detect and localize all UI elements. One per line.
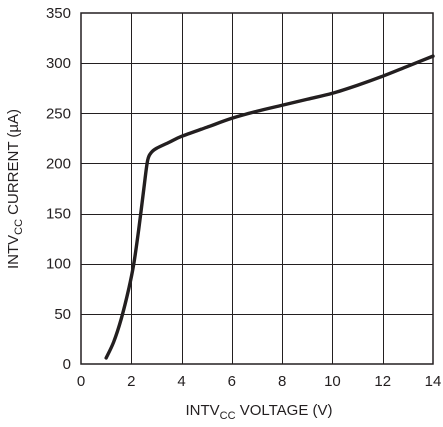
y-tick-label: 50	[54, 306, 71, 323]
x-tick-label: 8	[278, 373, 286, 390]
y-axis-title-subscript: CC	[13, 219, 25, 235]
y-tick-label: 100	[46, 256, 71, 273]
x-tick-labels: 0 2 4 6 8 10 12 14	[77, 373, 442, 390]
y-tick-label: 200	[46, 155, 71, 172]
curve-layer	[104, 54, 435, 360]
x-tick-label: 6	[228, 373, 236, 390]
x-tick-label: 2	[127, 373, 135, 390]
y-tick-label: 350	[46, 5, 71, 22]
y-axis-title-prefix: INTV	[5, 235, 22, 269]
x-axis-title: INTVCC VOLTAGE (V)	[185, 402, 332, 422]
y-tick-label: 150	[46, 206, 71, 223]
x-tick-label: 4	[177, 373, 185, 390]
y-axis-title: INTVCC CURRENT (µA)	[5, 109, 25, 269]
x-tick-label: 12	[374, 373, 391, 390]
y-tick-label: 300	[46, 55, 71, 72]
y-tick-labels: 0 50 100 150 200 250 300 350	[46, 5, 71, 373]
x-axis-title-suffix: VOLTAGE (V)	[236, 402, 333, 419]
grid	[80, 12, 434, 365]
y-tick-label: 250	[46, 105, 71, 122]
y-tick-label: 0	[63, 356, 71, 373]
x-tick-label: 0	[77, 373, 85, 390]
x-tick-label: 10	[324, 373, 341, 390]
x-axis-title-prefix: INTV	[185, 402, 219, 419]
plot-frame	[80, 12, 434, 365]
x-tick-label: 14	[425, 373, 442, 390]
y-axis-title-suffix: CURRENT (µA)	[5, 109, 22, 219]
current-curve-series-0	[104, 54, 435, 360]
x-axis-title-subscript: CC	[220, 410, 236, 422]
